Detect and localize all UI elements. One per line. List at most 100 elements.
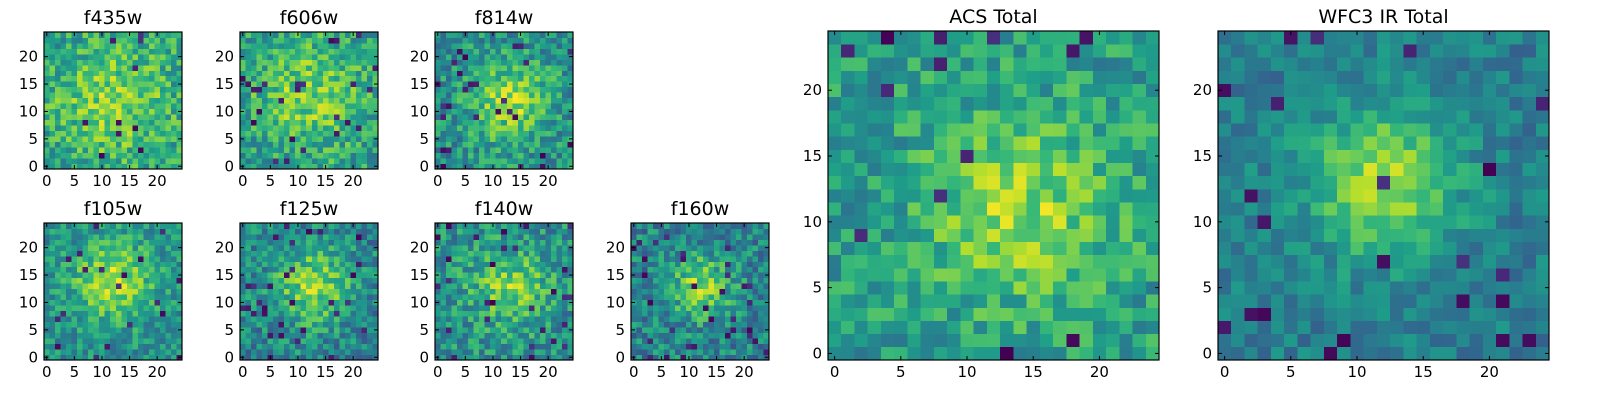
heatmap-cell bbox=[339, 32, 346, 38]
heatmap-cell bbox=[1119, 254, 1133, 269]
heatmap-cell bbox=[1000, 188, 1014, 203]
heatmap-cell bbox=[176, 103, 183, 110]
heatmap-cell bbox=[295, 294, 302, 301]
heatmap-cell bbox=[1039, 346, 1054, 361]
heatmap-cell bbox=[121, 316, 128, 323]
heatmap-cell bbox=[240, 158, 246, 164]
heatmap-cell bbox=[350, 59, 357, 66]
heatmap-cell bbox=[658, 244, 665, 251]
heatmap-cell bbox=[104, 223, 111, 229]
heatmap-cell bbox=[484, 108, 491, 115]
heatmap-cell bbox=[262, 321, 268, 328]
heatmap-cell bbox=[311, 288, 318, 295]
heatmap-cell bbox=[245, 228, 252, 235]
heatmap-cell bbox=[446, 354, 452, 361]
heatmap-cell bbox=[262, 255, 268, 262]
heatmap-cell bbox=[697, 316, 704, 323]
heatmap-cell bbox=[713, 321, 720, 328]
heatmap-cell bbox=[49, 32, 56, 38]
heatmap-cell bbox=[77, 349, 84, 355]
heatmap-cell bbox=[561, 354, 568, 361]
heatmap-cell bbox=[289, 239, 296, 246]
heatmap-cell bbox=[854, 267, 869, 282]
heatmap-cell bbox=[126, 283, 133, 290]
x-tick-label: 10 bbox=[92, 363, 111, 381]
heatmap-cell bbox=[457, 86, 463, 93]
heatmap-cell bbox=[462, 250, 469, 257]
heatmap-cell bbox=[88, 75, 95, 82]
heatmap-cell bbox=[284, 338, 291, 344]
heatmap-cell bbox=[719, 255, 726, 262]
heatmap-cell bbox=[328, 92, 335, 99]
heatmap-cell bbox=[730, 261, 737, 268]
heatmap-cell bbox=[479, 223, 486, 229]
heatmap-cell bbox=[1066, 215, 1080, 229]
heatmap-cell bbox=[372, 92, 379, 99]
heatmap-cell bbox=[867, 149, 882, 163]
heatmap-cell bbox=[658, 349, 665, 355]
heatmap-cell bbox=[110, 114, 117, 121]
heatmap-cell bbox=[468, 310, 475, 317]
heatmap-cell bbox=[495, 223, 502, 229]
heatmap-cell bbox=[66, 277, 72, 284]
y-tick-label: 10 bbox=[215, 102, 234, 120]
heatmap-cell bbox=[457, 233, 463, 240]
heatmap-cell bbox=[300, 266, 307, 273]
heatmap-cell bbox=[311, 81, 318, 88]
heatmap-cell bbox=[372, 316, 379, 323]
heatmap-cell bbox=[148, 233, 155, 240]
heatmap-cell bbox=[647, 266, 654, 273]
x-tick-label: 5 bbox=[70, 172, 80, 190]
heatmap-cell bbox=[55, 37, 61, 44]
heatmap-cell bbox=[702, 294, 709, 301]
heatmap-cell bbox=[457, 37, 463, 44]
heatmap-cell bbox=[675, 294, 682, 301]
heatmap-cell bbox=[93, 316, 100, 323]
heatmap-cell bbox=[262, 223, 268, 229]
heatmap-cell bbox=[66, 223, 72, 229]
heatmap-cell bbox=[1079, 202, 1094, 216]
heatmap-cell bbox=[512, 81, 519, 88]
heatmap-cell bbox=[311, 130, 318, 137]
heatmap-cell bbox=[328, 119, 335, 126]
heatmap-cell bbox=[361, 141, 368, 148]
heatmap-cell bbox=[44, 277, 50, 284]
heatmap-cell bbox=[867, 333, 882, 348]
heatmap-cell bbox=[110, 141, 117, 148]
heatmap-cell bbox=[446, 327, 452, 333]
heatmap-cell bbox=[534, 288, 541, 295]
heatmap-cell bbox=[66, 338, 72, 344]
heatmap-cell bbox=[556, 48, 563, 55]
heatmap-cell bbox=[752, 327, 759, 333]
heatmap-cell bbox=[1132, 281, 1147, 295]
heatmap-cell bbox=[245, 42, 252, 49]
heatmap-cell bbox=[126, 97, 133, 104]
heatmap-cell bbox=[333, 103, 340, 110]
heatmap-cell bbox=[752, 316, 759, 323]
heatmap-cell bbox=[126, 239, 133, 246]
heatmap-cell bbox=[545, 321, 552, 328]
heatmap-cell bbox=[631, 255, 637, 262]
heatmap-cell bbox=[446, 294, 452, 301]
heatmap-cell bbox=[159, 158, 166, 164]
heatmap-cell bbox=[267, 152, 274, 159]
heatmap-cell bbox=[154, 147, 161, 153]
heatmap-cell bbox=[880, 267, 895, 282]
heatmap-cell bbox=[55, 32, 61, 38]
heatmap-cell bbox=[556, 299, 563, 306]
heatmap-cell bbox=[708, 299, 715, 306]
heatmap-cell bbox=[44, 130, 50, 137]
heatmap-cell bbox=[556, 223, 563, 229]
heatmap-cell bbox=[251, 288, 257, 295]
heatmap-cell bbox=[317, 316, 324, 323]
heatmap-cell bbox=[372, 261, 379, 268]
heatmap-cell bbox=[435, 233, 441, 240]
heatmap-cell bbox=[473, 266, 480, 273]
heatmap-cell bbox=[71, 119, 78, 126]
heatmap-cell bbox=[165, 86, 172, 93]
heatmap-cell bbox=[82, 299, 89, 306]
heatmap-cell bbox=[77, 261, 84, 268]
heatmap-cell bbox=[55, 147, 61, 153]
heatmap-cell bbox=[534, 81, 541, 88]
